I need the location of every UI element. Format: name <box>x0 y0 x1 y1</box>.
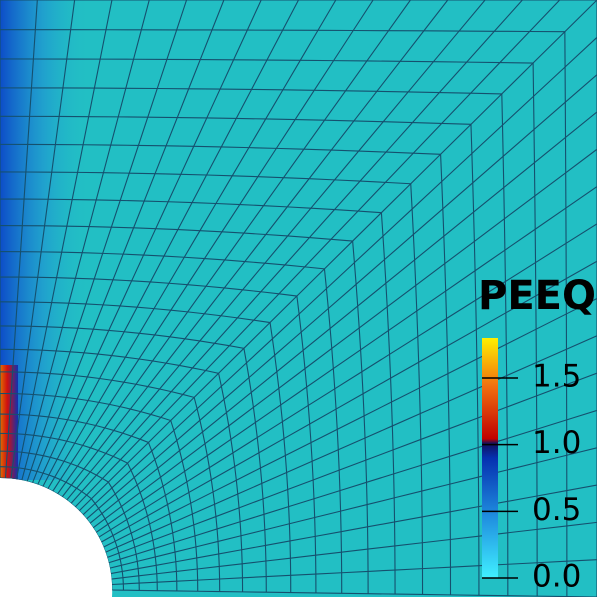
colorbar-title: PEEQ <box>478 273 596 319</box>
mesh-line <box>0 371 221 592</box>
mesh-line <box>0 392 199 592</box>
mesh-line <box>0 276 317 593</box>
mesh-line <box>0 58 538 597</box>
mesh-line <box>0 29 568 597</box>
mesh-line <box>0 301 292 593</box>
mesh-line <box>0 251 343 594</box>
mesh-line <box>0 413 178 591</box>
mesh-line <box>0 143 452 595</box>
mesh-line <box>0 87 509 596</box>
colorbar-tick-label: 0.5 <box>532 492 581 528</box>
mesh-line <box>0 348 244 592</box>
colorbar-tick-label: 1.5 <box>532 359 581 395</box>
mesh-line <box>0 450 140 591</box>
mesh-line <box>0 225 369 594</box>
mesh-line <box>0 198 396 595</box>
colorbar-tick-label: 0.0 <box>532 559 581 595</box>
colorbar <box>482 338 498 578</box>
mesh-line <box>0 466 125 591</box>
mesh-line <box>0 325 267 593</box>
mesh-line <box>0 432 158 591</box>
mesh-line <box>0 115 480 596</box>
mesh-line <box>0 171 424 595</box>
colorbar-tick-label: 1.0 <box>532 425 581 461</box>
